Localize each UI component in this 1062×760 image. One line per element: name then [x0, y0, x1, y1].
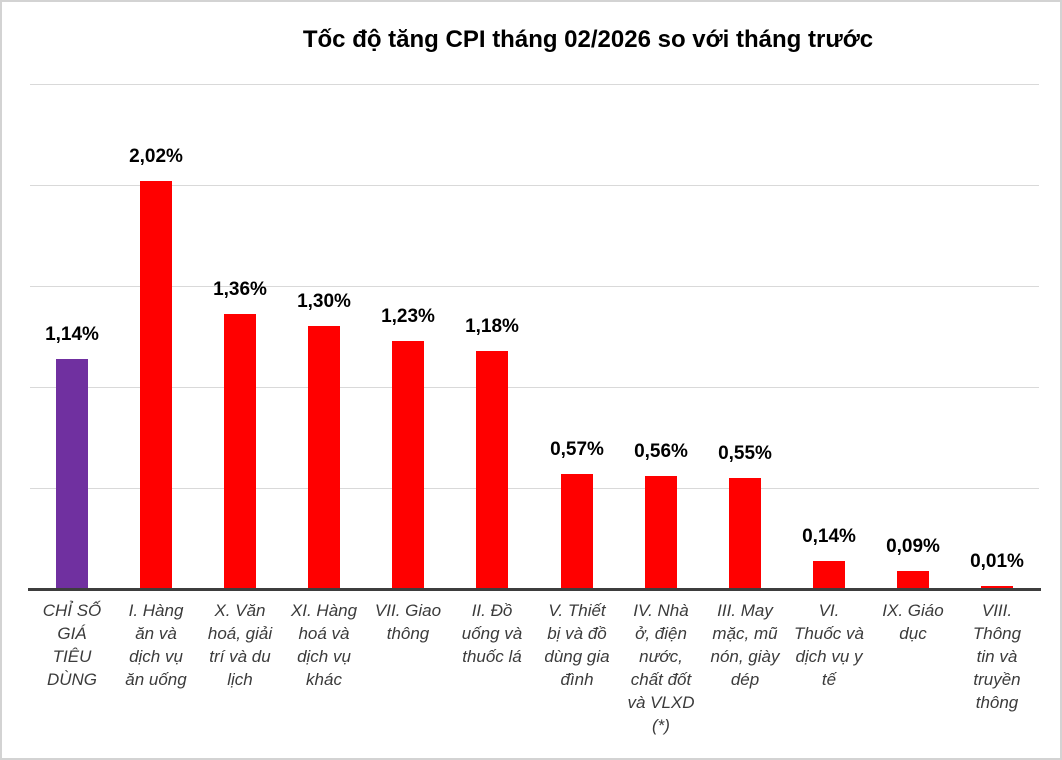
category-label: XI. Hàng hoá và dịch vụ khác — [290, 601, 358, 689]
bar-value-label: 2,02% — [129, 146, 183, 167]
chart-bar — [729, 478, 761, 589]
bar-value-label: 0,57% — [550, 439, 604, 460]
gridline — [30, 84, 1039, 85]
bar-value-label: 1,14% — [45, 324, 99, 345]
category-label: III. May mặc, mũ nón, giày dép — [710, 601, 780, 689]
chart-bar — [140, 181, 172, 589]
category-label: VIII. Thông tin và truyền thông — [972, 601, 1022, 712]
chart-bar — [561, 474, 593, 589]
bar-value-label: 1,36% — [213, 279, 267, 300]
chart-bar — [476, 351, 508, 589]
category-label: IV. Nhà ở, điện nước, chất đốt và VLXD (… — [627, 601, 695, 735]
gridline — [30, 286, 1039, 287]
gridline — [30, 488, 1039, 489]
bar-value-label: 1,30% — [297, 291, 351, 312]
category-label: VII. Giao thông — [374, 601, 442, 643]
gridline — [30, 185, 1039, 186]
bar-value-label: 0,14% — [802, 526, 856, 547]
x-axis-line — [28, 588, 1041, 591]
category-label: CHỈ SỐ GIÁ TIÊU DÙNG — [42, 601, 102, 689]
category-label: X. Văn hoá, giải trí và du lịch — [207, 601, 273, 689]
category-label: VI. Thuốc và dịch vụ y tế — [794, 601, 864, 689]
category-label: IX. Giáo dục — [882, 601, 944, 643]
category-label: V. Thiết bị và đồ dùng gia đình — [544, 601, 610, 689]
category-label: I. Hàng ăn và dịch vụ ăn uống — [125, 601, 187, 689]
bar-value-label: 1,18% — [465, 316, 519, 337]
category-label: II. Đồ uống và thuốc lá — [461, 601, 523, 666]
bar-value-label: 0,09% — [886, 536, 940, 557]
chart-bar — [645, 476, 677, 589]
chart-bar — [392, 341, 424, 589]
chart-bar — [981, 586, 1013, 589]
gridline — [30, 387, 1039, 388]
chart-bar — [56, 359, 88, 589]
chart-bar — [308, 326, 340, 589]
chart-bar — [897, 571, 929, 589]
bar-value-label: 0,55% — [718, 443, 772, 464]
bar-value-label: 0,01% — [970, 551, 1024, 572]
chart-bar — [224, 314, 256, 589]
bar-value-label: 1,23% — [381, 306, 435, 327]
bar-value-label: 0,56% — [634, 441, 688, 462]
chart-bar — [813, 561, 845, 589]
chart-title: Tốc độ tăng CPI tháng 02/2026 so với thá… — [302, 26, 874, 53]
